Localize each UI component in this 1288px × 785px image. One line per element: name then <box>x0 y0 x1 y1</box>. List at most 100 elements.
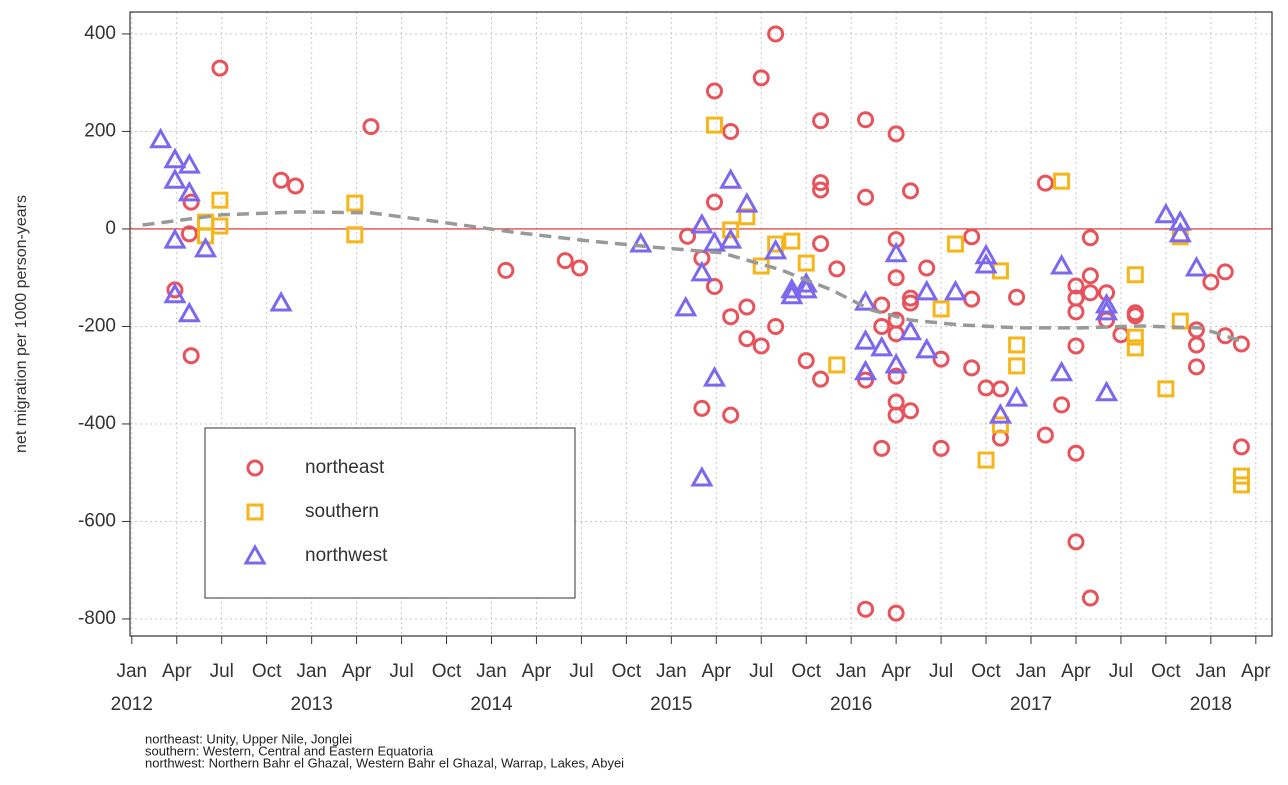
point <box>873 296 891 314</box>
point <box>719 168 743 189</box>
point <box>884 352 908 374</box>
legend-marker <box>243 543 267 565</box>
x-year-label: 2014 <box>470 694 513 715</box>
point <box>571 259 589 277</box>
point <box>812 174 830 192</box>
x-year-label: 2013 <box>291 694 333 715</box>
point <box>857 600 875 618</box>
point <box>977 451 995 469</box>
point <box>679 227 697 245</box>
point <box>946 235 964 253</box>
point <box>918 259 936 277</box>
point <box>1081 284 1099 302</box>
point <box>182 193 200 211</box>
x-tick-label: Jan <box>1196 661 1227 682</box>
point <box>794 277 818 299</box>
point <box>1232 335 1250 353</box>
point <box>556 252 574 270</box>
point <box>674 295 698 317</box>
point <box>163 168 187 189</box>
x-tick-label: Jan <box>476 661 507 682</box>
legend-label: southern <box>305 501 379 522</box>
y-tick-label: -600 <box>78 510 116 531</box>
point <box>211 59 229 77</box>
point <box>272 171 290 189</box>
point <box>722 308 740 326</box>
x-tick-label: Oct <box>791 661 821 682</box>
point <box>963 290 981 308</box>
legend-label: northeast <box>305 457 385 478</box>
point <box>346 194 364 212</box>
x-year-label: 2017 <box>1010 694 1052 715</box>
point <box>1126 266 1144 284</box>
point <box>902 294 920 312</box>
point <box>963 228 981 246</box>
point <box>1008 288 1026 306</box>
point <box>857 188 875 206</box>
point <box>1067 533 1085 551</box>
x-tick-label: Jan <box>296 661 327 682</box>
point <box>767 235 785 253</box>
y-tick-label: -800 <box>78 608 116 629</box>
point <box>1067 303 1085 321</box>
x-tick-label: Jul <box>210 661 234 682</box>
point <box>722 221 740 239</box>
point <box>702 231 727 252</box>
point <box>812 235 830 253</box>
point <box>812 112 830 130</box>
point <box>1067 337 1085 355</box>
point <box>738 330 756 348</box>
x-tick-label: Jul <box>929 661 953 682</box>
point <box>991 380 1009 398</box>
point <box>853 359 878 381</box>
point <box>1187 336 1205 354</box>
point <box>738 298 756 316</box>
point <box>1168 210 1192 231</box>
y-tick-label: 0 <box>105 218 116 239</box>
point <box>211 191 229 209</box>
point <box>1157 380 1175 398</box>
y-tick-label: -200 <box>78 315 116 336</box>
x-tick-label: Apr <box>1061 661 1091 682</box>
point <box>797 352 815 370</box>
point <box>974 243 998 265</box>
point <box>193 236 218 258</box>
point <box>705 82 723 100</box>
point <box>1154 202 1178 224</box>
point <box>1202 273 1220 291</box>
x-tick-label: Oct <box>252 661 282 682</box>
point <box>690 260 714 282</box>
point <box>828 260 846 278</box>
point <box>1008 357 1026 375</box>
point <box>887 269 905 287</box>
point <box>853 290 878 311</box>
x-tick-label: Jul <box>389 661 413 682</box>
x-tick-label: Jan <box>836 661 867 682</box>
x-year-label: 2012 <box>111 694 153 715</box>
point <box>1232 438 1250 456</box>
point <box>812 370 830 388</box>
point <box>1050 253 1074 275</box>
point <box>286 177 304 195</box>
point <box>1053 172 1071 190</box>
point <box>1081 589 1099 607</box>
point <box>1094 380 1119 402</box>
point <box>1094 292 1119 314</box>
point <box>853 329 878 350</box>
point <box>180 225 198 243</box>
point <box>887 367 905 385</box>
point <box>1126 339 1144 357</box>
y-tick-label: -400 <box>78 413 116 434</box>
plot-frame <box>129 11 1273 637</box>
point <box>690 212 714 234</box>
point <box>693 399 711 417</box>
point <box>177 153 201 174</box>
point <box>705 193 723 211</box>
point <box>1126 307 1144 325</box>
x-tick-label: Apr <box>701 661 731 682</box>
point <box>932 439 950 457</box>
legend-marker <box>246 459 264 477</box>
x-year-label: 2015 <box>650 694 692 715</box>
point <box>722 406 740 424</box>
